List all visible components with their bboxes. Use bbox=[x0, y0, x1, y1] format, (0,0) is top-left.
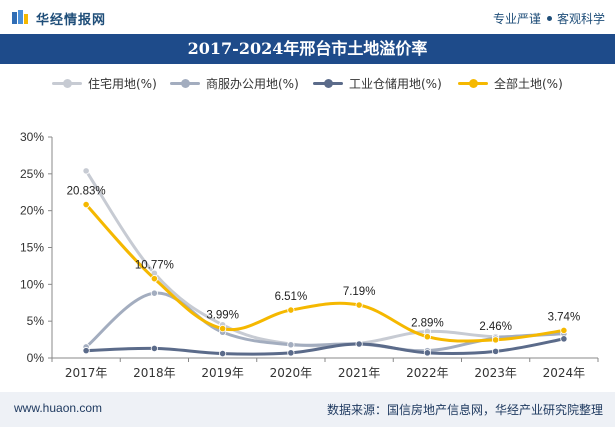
data-point-industrial bbox=[560, 335, 568, 343]
data-point-commercial bbox=[287, 341, 295, 349]
legend-label-industrial: 工业仓储用地(%) bbox=[349, 77, 442, 91]
data-point-industrial bbox=[150, 344, 158, 353]
legend-label-residential: 住宅用地(%) bbox=[88, 77, 157, 91]
data-label-all-land: 3.74% bbox=[548, 311, 581, 323]
data-label-all-land: 2.46% bbox=[479, 321, 512, 333]
chart-title: 2017-2024年邢台市土地溢价率 bbox=[187, 39, 428, 58]
data-label-all-land: 7.19% bbox=[343, 286, 376, 298]
separator-dot bbox=[546, 16, 552, 21]
data-point-all-land bbox=[423, 333, 431, 341]
legend-marker-residential bbox=[63, 79, 72, 88]
y-tick-label: 0% bbox=[27, 351, 45, 365]
data-point-industrial bbox=[423, 349, 431, 357]
line-chart: 0% 5% 10% 15% 20% 25% 30% 2017年 2018年 2019年 2020年 2… bbox=[20, 130, 599, 380]
data-point-industrial bbox=[82, 347, 90, 355]
data-point-industrial bbox=[287, 349, 295, 357]
x-tick-label: 2022年 bbox=[406, 366, 449, 380]
x-tick-label: 2020年 bbox=[270, 366, 313, 380]
x-tick-label: 2024年 bbox=[543, 366, 586, 380]
tagline-right: 客观科学 bbox=[556, 12, 605, 26]
footer-website: www.huaon.com bbox=[14, 401, 103, 415]
title-bar: 2017-2024年邢台市土地溢价率 bbox=[0, 34, 615, 64]
data-point-all-land bbox=[492, 336, 500, 344]
series-line-industrial bbox=[84, 337, 566, 356]
data-point-all-land bbox=[287, 306, 295, 314]
data-label-all-land: 3.99% bbox=[206, 310, 239, 322]
data-point-all-land bbox=[150, 275, 158, 283]
data-label-all-land: 6.51% bbox=[275, 291, 308, 303]
data-point-commercial bbox=[150, 289, 158, 297]
x-tick-label: 2017年 bbox=[65, 366, 108, 380]
x-tick-label: 2019年 bbox=[201, 366, 244, 380]
data-point-industrial bbox=[492, 347, 500, 355]
data-point-all-land bbox=[560, 326, 568, 335]
top-bar: 华经情报网 专业严谨 客观科学 bbox=[0, 0, 615, 34]
y-tick-label: 5% bbox=[27, 314, 45, 328]
data-point-industrial bbox=[219, 349, 227, 358]
x-tick-label: 2023年 bbox=[474, 366, 517, 380]
y-tick-label: 10% bbox=[20, 277, 44, 291]
data-point-industrial bbox=[355, 340, 363, 348]
series-line-residential bbox=[84, 169, 566, 348]
data-label-all-land: 20.83% bbox=[67, 186, 106, 198]
data-point-all-land bbox=[355, 301, 363, 309]
tagline-left: 专业严谨 bbox=[492, 12, 541, 26]
legend-marker-commercial bbox=[181, 79, 190, 88]
data-label-all-land: 2.89% bbox=[411, 318, 444, 330]
x-tick-label: 2021年 bbox=[338, 366, 381, 380]
y-tick-label: 20% bbox=[20, 204, 44, 218]
legend-marker-all-land bbox=[469, 79, 478, 88]
data-point-all-land bbox=[219, 325, 227, 333]
logo-text: 华经情报网 bbox=[36, 13, 107, 28]
y-tick-label: 30% bbox=[20, 130, 44, 144]
footer: www.huaon.com 数据来源：国信房地产信息网，华经产业研究院整理 bbox=[0, 392, 615, 427]
data-point-residential bbox=[82, 167, 90, 175]
footer-source: 数据来源：国信房地产信息网，华经产业研究院整理 bbox=[326, 403, 603, 417]
legend-label-commercial: 商服办公用地(%) bbox=[206, 77, 299, 91]
logo-icon bbox=[12, 10, 28, 24]
y-tick-label: 25% bbox=[20, 167, 44, 181]
chart-legend: 住宅用地(%) 商服办公用地(%) 工业仓储用地(%) 全部土地(%) bbox=[0, 70, 615, 96]
legend-marker-industrial bbox=[324, 79, 333, 88]
y-tick-label: 15% bbox=[20, 241, 44, 255]
data-label-all-land: 10.77% bbox=[135, 260, 174, 272]
x-tick-label: 2018年 bbox=[133, 366, 176, 380]
tagline: 专业严谨 客观科学 bbox=[493, 10, 605, 27]
legend-label-all-land: 全部土地(%) bbox=[494, 77, 563, 91]
data-point-all-land bbox=[82, 200, 90, 209]
